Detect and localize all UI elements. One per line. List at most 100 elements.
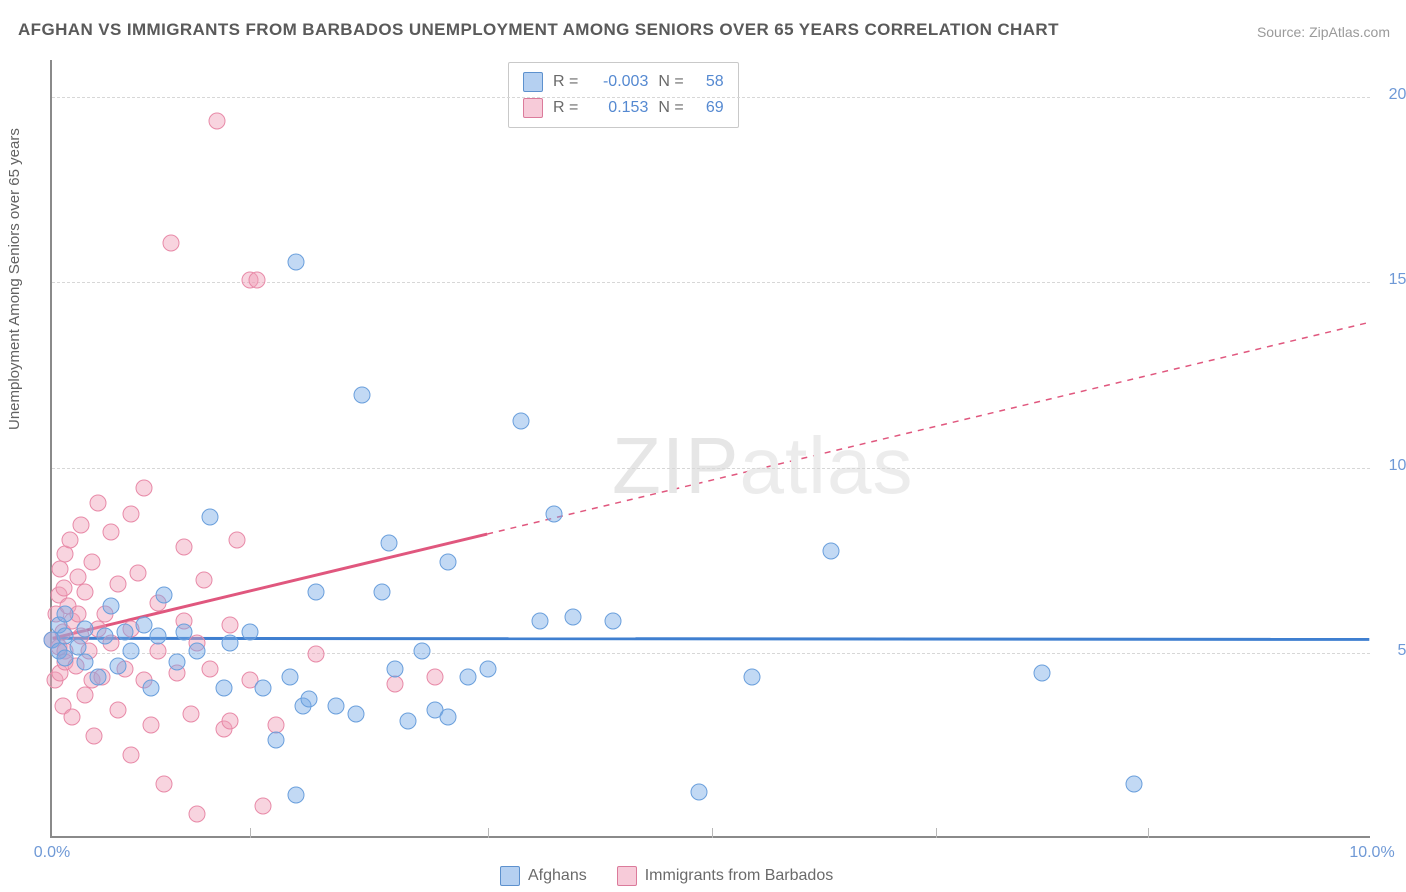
legend-item-a: Afghans [500,866,587,886]
data-point-b [209,112,226,129]
stats-row-b: R = 0.153 N = 69 [523,95,724,121]
data-point-a [57,605,74,622]
swatch-a-icon [500,866,520,886]
data-point-a [110,657,127,674]
data-point-b [182,705,199,722]
data-point-a [512,413,529,430]
legend: Afghans Immigrants from Barbados [500,866,833,886]
data-point-b [73,516,90,533]
y-tick-label: 20.0% [1389,86,1406,104]
x-minor-tick [488,828,489,838]
data-point-a [77,653,94,670]
data-point-a [690,783,707,800]
data-point-a [242,624,259,641]
x-minor-tick [936,828,937,838]
data-point-a [479,661,496,678]
stat-r-label-b: R = [553,95,578,121]
data-point-a [281,668,298,685]
data-point-b [90,494,107,511]
data-point-a [1126,776,1143,793]
x-minor-tick [712,828,713,838]
y-tick-label: 5.0% [1398,642,1406,660]
y-tick-label: 15.0% [1389,271,1406,289]
stat-r-value-b: 0.153 [588,95,648,121]
data-point-b [308,646,325,663]
stat-r-label-a: R = [553,69,578,95]
data-point-b [83,553,100,570]
trendline [487,322,1369,534]
trend-lines [52,60,1370,836]
data-point-b [222,616,239,633]
data-point-b [63,709,80,726]
data-point-a [189,642,206,659]
data-point-a [387,661,404,678]
data-point-b [195,572,212,589]
data-point-b [156,776,173,793]
data-point-a [354,387,371,404]
data-point-a [374,583,391,600]
y-axis-label: Unemployment Among Seniors over 65 years [6,128,23,430]
data-point-b [162,235,179,252]
x-tick-label: 0.0% [34,844,70,862]
data-point-b [387,676,404,693]
y-tick-label: 10.0% [1389,457,1406,475]
data-point-a [268,731,285,748]
data-point-b [57,546,74,563]
data-point-a [301,690,318,707]
data-point-b [55,579,72,596]
data-point-b [86,727,103,744]
data-point-a [327,698,344,715]
data-point-b [123,746,140,763]
data-point-a [380,535,397,552]
data-point-b [62,531,79,548]
data-point-a [605,613,622,630]
data-point-a [222,635,239,652]
gridline [52,97,1370,98]
data-point-a [169,653,186,670]
data-point-b [77,583,94,600]
data-point-a [77,620,94,637]
data-point-a [822,542,839,559]
data-point-a [103,598,120,615]
data-point-a [288,253,305,270]
x-minor-tick [1148,828,1149,838]
data-point-b [255,798,272,815]
data-point-b [176,539,193,556]
data-point-a [176,624,193,641]
data-point-b [103,524,120,541]
x-minor-tick [250,828,251,838]
stats-box: R = -0.003 N = 58 R = 0.153 N = 69 [508,62,739,128]
stat-r-value-a: -0.003 [588,69,648,95]
data-point-b [222,713,239,730]
data-point-a [90,668,107,685]
data-point-b [202,661,219,678]
data-point-a [400,713,417,730]
data-point-b [110,576,127,593]
page-title: AFGHAN VS IMMIGRANTS FROM BARBADOS UNEMP… [18,20,1059,40]
data-point-b [189,805,206,822]
legend-item-b: Immigrants from Barbados [617,866,834,886]
data-point-a [440,553,457,570]
data-point-a [459,668,476,685]
swatch-b-icon [523,98,543,118]
data-point-a [149,627,166,644]
data-point-a [565,609,582,626]
data-point-b [110,702,127,719]
data-point-b [77,687,94,704]
source-label: Source: ZipAtlas.com [1257,24,1390,40]
data-point-a [215,679,232,696]
data-point-a [255,679,272,696]
data-point-a [545,505,562,522]
data-point-a [1034,665,1051,682]
data-point-a [743,668,760,685]
data-point-a [532,613,549,630]
legend-label-a: Afghans [528,867,587,885]
data-point-a [143,679,160,696]
data-point-a [96,627,113,644]
data-point-a [156,587,173,604]
data-point-a [347,705,364,722]
data-point-b [129,564,146,581]
data-point-a [288,787,305,804]
data-point-b [228,531,245,548]
data-point-a [440,709,457,726]
